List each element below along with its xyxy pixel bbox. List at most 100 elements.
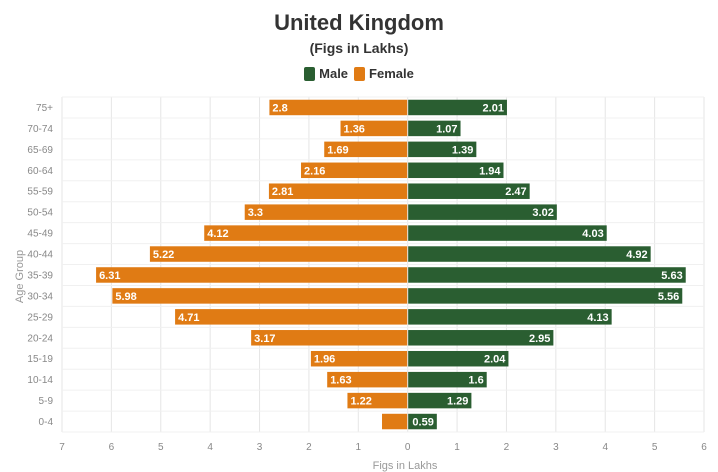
y-tick-label: 0-4: [39, 417, 54, 428]
bar-female: [268, 183, 408, 199]
bar-male: [408, 392, 472, 409]
x-tick-label: 5: [158, 442, 164, 453]
y-tick-label: 45-49: [27, 229, 53, 240]
data-label-male: 1.29: [447, 396, 468, 408]
bar-female: [175, 309, 408, 325]
x-axis-title: Figs in Lakhs: [373, 460, 438, 472]
bar-female: [269, 99, 408, 116]
y-tick-label: 35-39: [27, 270, 53, 281]
data-label-female: 1.22: [350, 396, 371, 408]
data-label-female: 1.96: [314, 354, 335, 366]
data-label-female: 2.16: [304, 165, 325, 177]
bar-male: [408, 99, 507, 116]
data-label-male: 4.03: [582, 228, 603, 240]
data-label-male: 1.07: [436, 123, 457, 135]
data-label-female: 4.12: [207, 228, 228, 240]
data-label-male: 5.63: [661, 270, 682, 282]
data-label-male: 4.92: [626, 249, 647, 261]
data-label-female: 1.36: [344, 123, 365, 135]
bar-female: [149, 246, 408, 262]
x-tick-label: 3: [553, 442, 559, 453]
y-axis-title: Age Group: [14, 250, 26, 303]
bar-male: [408, 330, 554, 346]
y-tick-label: 60-64: [27, 166, 53, 177]
data-label-male: 2.47: [505, 186, 526, 198]
bar-male: [408, 225, 607, 241]
legend-item-male[interactable]: Male: [304, 66, 348, 81]
data-label-female: 4.71: [178, 312, 199, 324]
y-tick-label: 10-14: [27, 375, 53, 386]
bar-male: [408, 309, 612, 325]
x-tick-label: 6: [701, 442, 707, 453]
y-tick-label: 65-69: [27, 145, 53, 156]
chart-title: United Kingdom: [274, 10, 444, 35]
legend-label-female: Female: [369, 66, 414, 81]
y-tick-label: 15-19: [27, 354, 53, 365]
bar-male: [408, 267, 686, 283]
data-label-male: 1.6: [468, 375, 483, 387]
data-label-female: 1.69: [327, 144, 348, 156]
data-label-male: 2.04: [484, 354, 506, 366]
data-label-female: 5.22: [153, 249, 174, 261]
data-label-female: 6.31: [99, 270, 120, 282]
data-label-male: 4.13: [587, 312, 608, 324]
legend-item-female[interactable]: Female: [354, 66, 414, 81]
bar-male: [408, 141, 477, 158]
bar-male: [408, 413, 437, 430]
x-tick-label: 3: [257, 442, 263, 453]
bar-male: [408, 371, 487, 388]
data-label-male: 3.02: [532, 207, 553, 219]
bar-male: [408, 204, 557, 220]
data-label-male: 2.95: [529, 333, 550, 345]
bar-female: [347, 392, 408, 409]
x-tick-label: 1: [454, 442, 460, 453]
y-tick-label: 75+: [36, 103, 53, 114]
data-label-male: 1.94: [479, 165, 501, 177]
y-tick-label: 30-34: [27, 291, 53, 302]
y-tick-label: 40-44: [27, 250, 53, 261]
bar-female: [204, 225, 408, 241]
data-label-female: 3.17: [254, 333, 275, 345]
legend-swatch-male: [304, 66, 316, 81]
bar-female: [96, 267, 408, 283]
y-tick-label: 70-74: [27, 124, 53, 135]
bar-female: [244, 204, 408, 220]
data-label-female: 2.81: [272, 186, 293, 198]
bar-female: [112, 288, 408, 304]
legend: Male Female: [0, 66, 718, 81]
data-label-male: 0.59: [412, 417, 433, 429]
bar-female: [327, 371, 408, 388]
x-tick-label: 0: [405, 442, 411, 453]
bar-male: [408, 350, 509, 367]
data-label-male: 2.01: [483, 102, 504, 114]
bar-female: [310, 350, 408, 367]
data-label-female: 3.3: [248, 207, 263, 219]
bar-male: [408, 183, 530, 199]
data-label-female: 1.63: [330, 375, 351, 387]
data-label-male: 5.56: [658, 291, 679, 303]
y-tick-label: 20-24: [27, 333, 53, 344]
x-tick-label: 6: [109, 442, 115, 453]
legend-label-male: Male: [319, 66, 349, 81]
y-tick-label: 25-29: [27, 312, 53, 323]
x-tick-label: 4: [207, 442, 213, 453]
x-tick-label: 5: [652, 442, 658, 453]
bar-female: [324, 141, 408, 158]
y-tick-label: 50-54: [27, 208, 53, 219]
bar-female: [251, 330, 408, 346]
x-tick-label: 2: [504, 442, 510, 453]
bar-female: [301, 162, 408, 179]
bar-female: [340, 120, 408, 137]
bar-male: [408, 162, 504, 179]
bar-male: [408, 288, 683, 304]
bar-female: [382, 413, 408, 430]
data-label-female: 2.8: [272, 102, 287, 114]
y-tick-label: 5-9: [39, 396, 54, 407]
bar-male: [408, 246, 651, 262]
data-label-male: 1.39: [452, 144, 473, 156]
data-label-female: 5.98: [115, 291, 136, 303]
legend-swatch-female: [354, 66, 366, 81]
x-tick-label: 7: [59, 442, 65, 453]
x-tick-label: 2: [306, 442, 312, 453]
